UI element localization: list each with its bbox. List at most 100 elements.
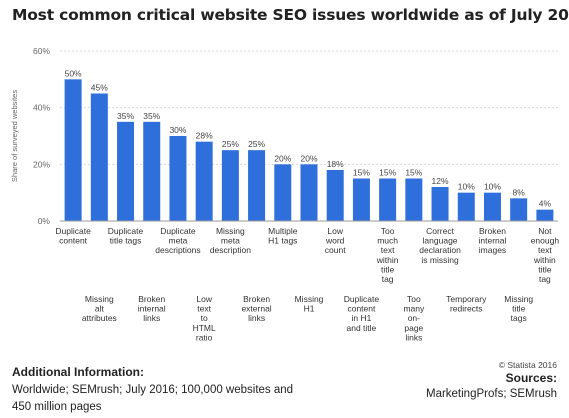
x-category-label-line: tags bbox=[511, 313, 527, 323]
x-category-label-line: word bbox=[325, 236, 345, 246]
bar[interactable] bbox=[300, 164, 318, 221]
x-category-label-line: on- bbox=[408, 313, 420, 323]
bar[interactable] bbox=[248, 150, 266, 221]
bar[interactable] bbox=[195, 141, 213, 221]
x-category-label-line: tag bbox=[382, 274, 394, 284]
data-label: 35% bbox=[117, 111, 134, 121]
x-category-label: Duplicate content bbox=[55, 226, 91, 246]
copyright-notice[interactable]: © Statista 2016 bbox=[498, 360, 557, 370]
x-category-label-line: text bbox=[197, 304, 211, 314]
x-category-label: Duplicate title tags bbox=[108, 226, 144, 246]
x-category-label: Temporary redirects bbox=[446, 294, 487, 314]
x-category-label: Broken internal links bbox=[138, 294, 166, 323]
bar-chart: 0% 20% 40% 60% Share of surveyed websites 5… bbox=[10, 46, 559, 342]
x-category-label-line: to bbox=[201, 313, 208, 323]
data-label: 25% bbox=[222, 139, 239, 149]
x-category-label-line: H1 tags bbox=[268, 236, 297, 246]
x-category-label-line: Too bbox=[381, 226, 395, 236]
x-category-label: Missing meta description bbox=[210, 226, 251, 255]
x-category-label: Multiple H1 tags bbox=[268, 226, 298, 246]
x-category-label-line: Broken bbox=[243, 294, 270, 304]
x-category-label-line: within bbox=[376, 255, 399, 265]
additional-info-text: Worldwide; SEMrush; July 2016; 100,000 w… bbox=[12, 384, 294, 413]
x-category-label: Too much text within title tag bbox=[376, 226, 399, 284]
data-label: 35% bbox=[143, 111, 160, 121]
bar[interactable] bbox=[143, 121, 161, 221]
x-category-label: Too many on-page links bbox=[403, 294, 425, 342]
x-category-label-line: description bbox=[210, 245, 251, 255]
x-category-label-line: Temporary bbox=[446, 294, 487, 304]
x-category-label-line: content bbox=[347, 304, 376, 314]
x-category-label: Low text to HTML ratio bbox=[193, 294, 216, 342]
x-category-label-line: Multiple bbox=[268, 226, 298, 236]
data-label: 50% bbox=[65, 68, 82, 78]
x-category-label-line: page bbox=[404, 323, 423, 333]
x-category-label-line: Duplicate bbox=[160, 226, 196, 236]
x-category-label-line: links bbox=[248, 313, 265, 323]
x-category-label-line: images bbox=[479, 245, 506, 255]
bar[interactable] bbox=[379, 178, 397, 222]
bar[interactable] bbox=[117, 121, 135, 221]
y-tick-label: 60% bbox=[33, 46, 50, 56]
data-label: 4% bbox=[539, 199, 552, 209]
x-category-label-line: internal bbox=[138, 304, 166, 314]
bar[interactable] bbox=[274, 164, 292, 221]
x-category-label-line: Duplicate bbox=[344, 294, 380, 304]
data-label: 15% bbox=[379, 168, 396, 178]
y-tick-label: 0% bbox=[38, 216, 51, 226]
x-category-label-line: in H1 bbox=[351, 313, 371, 323]
x-category-label-line: Low bbox=[196, 294, 212, 304]
x-category-label-line: Missing bbox=[216, 226, 245, 236]
data-label: 8% bbox=[513, 187, 526, 197]
x-category-label-line: text bbox=[381, 245, 395, 255]
data-label: 18% bbox=[327, 159, 344, 169]
data-label: 45% bbox=[91, 83, 108, 93]
x-category-label-line: meta bbox=[168, 236, 187, 246]
bar[interactable] bbox=[326, 170, 344, 221]
bar[interactable] bbox=[221, 150, 239, 221]
additional-info-heading: Additional Information: bbox=[12, 365, 144, 379]
data-labels: 50% 45% 35% 35% 30% 28% 25% 25% 20% 20% 18% 15% 15% 1… bbox=[65, 68, 552, 208]
chart-title: Most common critical website SEO issues … bbox=[12, 6, 569, 24]
bar[interactable] bbox=[536, 209, 554, 221]
x-category-label-line: descriptions bbox=[155, 245, 200, 255]
y-tick-label: 20% bbox=[33, 159, 50, 169]
data-label: 28% bbox=[196, 131, 213, 141]
x-category-label-line: external bbox=[241, 304, 271, 314]
x-category-label-line: Too bbox=[407, 294, 421, 304]
x-category-label-line: Duplicate bbox=[108, 226, 144, 236]
data-label: 12% bbox=[432, 176, 449, 186]
bar[interactable] bbox=[169, 136, 187, 221]
bar[interactable] bbox=[457, 192, 475, 221]
x-category-label-line: Not bbox=[538, 226, 552, 236]
bar[interactable] bbox=[510, 198, 528, 221]
bar[interactable] bbox=[64, 79, 82, 221]
bar[interactable] bbox=[405, 178, 423, 222]
x-category-label-line: tag bbox=[539, 274, 551, 284]
data-label: 10% bbox=[484, 182, 501, 192]
data-label: 30% bbox=[169, 125, 186, 135]
x-category-label-line: title bbox=[512, 304, 526, 314]
x-category-label-line: Missing bbox=[295, 294, 324, 304]
data-label: 20% bbox=[300, 153, 317, 163]
x-category-label: Low word count bbox=[325, 226, 346, 255]
bar[interactable] bbox=[352, 178, 370, 222]
y-axis-ticks: 0% 20% 40% 60% bbox=[33, 46, 50, 226]
y-tick-label: 40% bbox=[33, 103, 50, 113]
x-category-label: Broken external links bbox=[241, 294, 271, 323]
x-category-label-line: Correct bbox=[426, 226, 455, 236]
bar[interactable] bbox=[90, 93, 108, 222]
bars bbox=[64, 79, 554, 222]
x-category-label: Broken internal images bbox=[479, 226, 507, 255]
x-category-label-line: H1 bbox=[304, 304, 315, 314]
x-category-label: Duplicate content in H1 and title bbox=[344, 294, 380, 333]
bar[interactable] bbox=[483, 192, 501, 221]
x-category-label-line: language bbox=[423, 236, 458, 246]
x-category-label-line: Low bbox=[327, 226, 343, 236]
bar[interactable] bbox=[431, 187, 449, 221]
x-category-label-line: internal bbox=[479, 236, 507, 246]
x-category-label: Not enough text within title tag bbox=[531, 226, 560, 284]
x-category-label-line: title tags bbox=[110, 236, 142, 246]
sources-text[interactable]: MarketingProfs; SEMrush bbox=[425, 388, 557, 400]
